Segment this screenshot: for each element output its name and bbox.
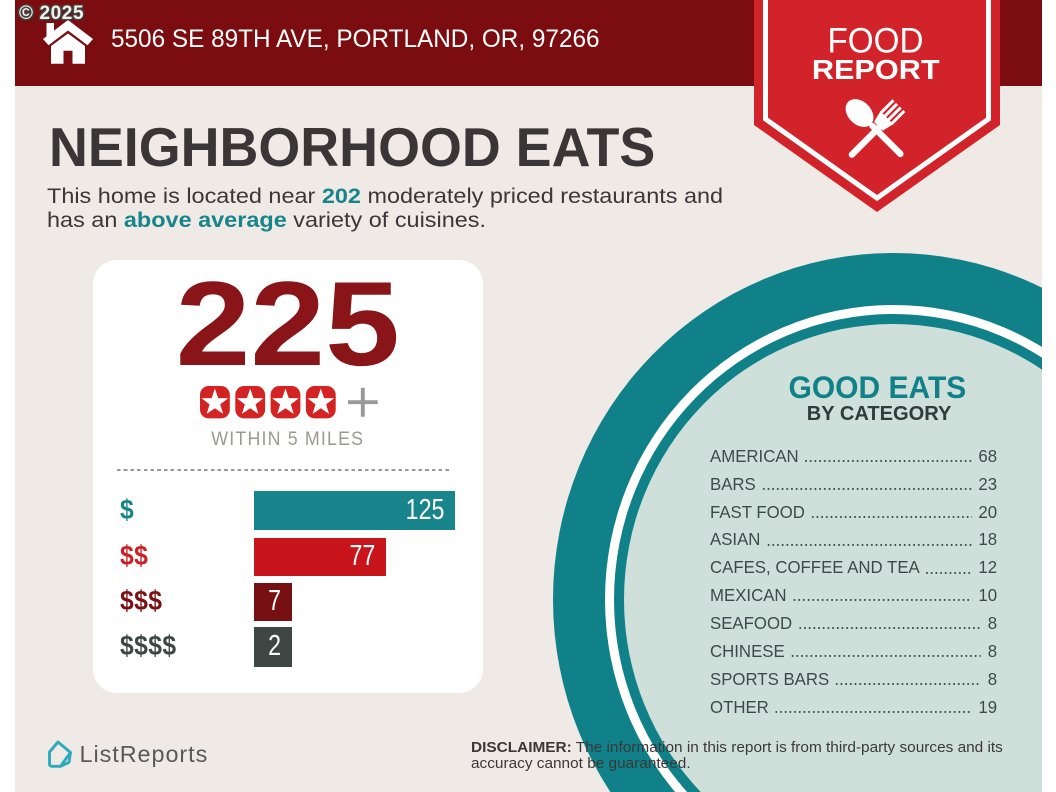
- svg-text:REPORT: REPORT: [812, 54, 940, 85]
- svg-text:FOOD: FOOD: [828, 22, 924, 61]
